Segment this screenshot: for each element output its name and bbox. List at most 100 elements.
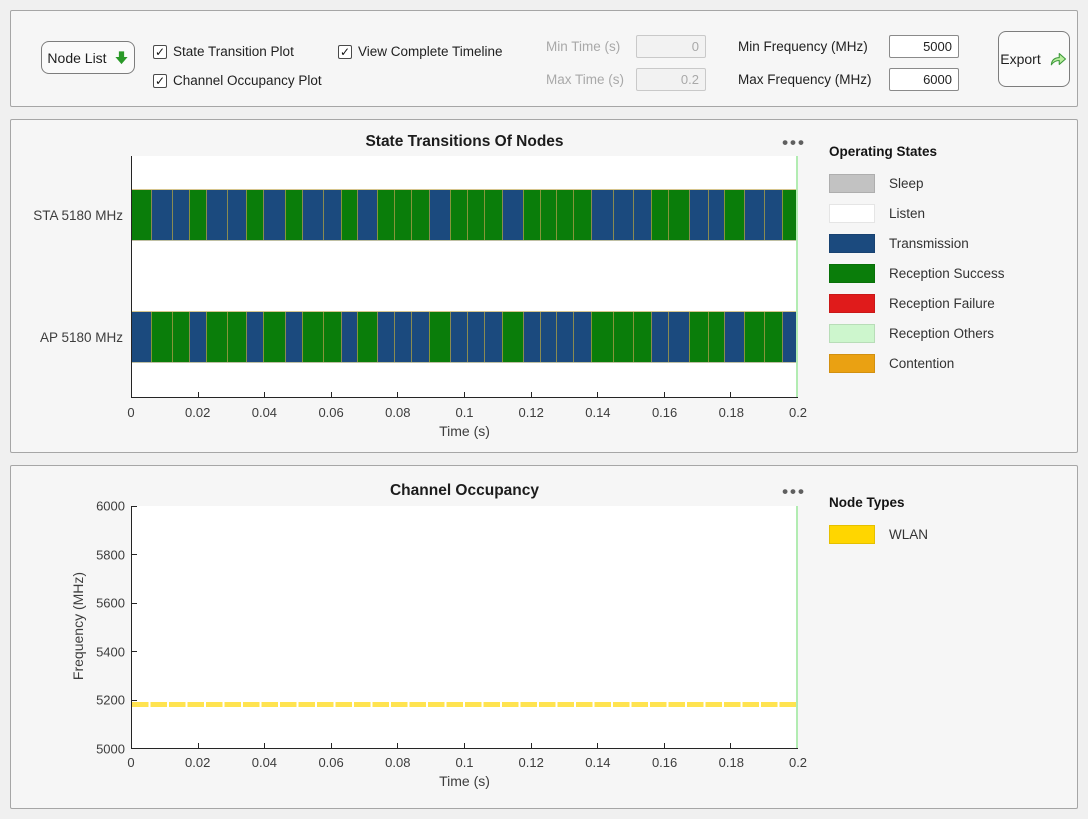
state-segment-tx [668,312,689,362]
checkbox-view-complete-timeline[interactable]: ✓ View Complete Timeline [338,44,503,59]
checkbox-label: Channel Occupancy Plot [173,73,322,88]
x-tick-mark [331,743,332,748]
state-segment-rx [651,190,668,240]
max-time-input[interactable] [636,68,706,91]
legend-title: Node Types [829,495,928,510]
state-segment-tx [323,190,341,240]
legend-swatch [829,204,875,223]
state-segment-rx [394,190,411,240]
state-chart-title: State Transitions Of Nodes [131,133,798,151]
state-segment-tx [708,190,724,240]
state-segment-tx [556,312,573,362]
state-segment-tx [357,190,377,240]
state-segment-tx [172,190,190,240]
checkbox-label: View Complete Timeline [358,44,503,59]
state-segment-rx [323,312,341,362]
state-chart-menu-button[interactable]: ••• [777,136,811,150]
occupancy-chart-menu-button[interactable]: ••• [777,485,811,499]
node-list-button[interactable]: Node List [41,41,135,74]
state-segment-tx [689,190,708,240]
legend-item: Reception Failure [829,288,1005,318]
state-segment-tx [540,312,556,362]
x-tick-mark [531,392,532,397]
legend-label: Sleep [889,176,924,191]
legend-item: Listen [829,198,1005,228]
x-tick-label: 0.14 [585,405,610,420]
y-tick-label: 5600 [96,596,125,611]
y-tick-label: 5400 [96,644,125,659]
x-tick-label: 0.02 [185,405,210,420]
legend-item: Contention [829,348,1005,378]
y-tick-mark [132,651,137,652]
checkbox-check-icon: ✓ [153,74,167,88]
x-tick-label: 0.2 [789,755,807,770]
y-tick-mark [132,554,137,555]
x-tick-mark [464,743,465,748]
state-plot-area [131,156,798,398]
x-axis-tick-labels: 00.020.040.060.080.10.120.140.160.180.2 [131,405,798,421]
x-tick-mark [264,743,265,748]
state-segment-rx [613,312,634,362]
state-segment-rx [689,312,708,362]
state-segment-tx [132,312,151,362]
state-segment-tx [764,190,782,240]
x-tick-mark [464,392,465,397]
legend-item: Sleep [829,168,1005,198]
state-segment-rx [285,190,303,240]
state-segment-rx [132,190,151,240]
export-button[interactable]: Export [998,31,1070,87]
y-tick-label: 5800 [96,547,125,562]
x-tick-label: 0.02 [185,755,210,770]
legend-label: Reception Success [889,266,1005,281]
max-time-label: Max Time (s) [546,72,624,87]
state-segment-tx [467,312,484,362]
state-segment-rx [302,312,323,362]
state-segment-tx [613,190,634,240]
x-tick-label: 0.1 [455,405,473,420]
legend-swatch [829,354,875,373]
legend-label: WLAN [889,527,928,542]
state-segment-tx [450,312,467,362]
legend-items: Sleep Listen Transmission Reception Success… [829,168,1005,378]
operating-states-legend: Operating States SleepListenTransmission… [829,144,1005,378]
state-segment-rx [357,312,377,362]
state-segment-tx [573,312,591,362]
state-segment-rx [450,190,467,240]
y-tick-label: 5200 [96,693,125,708]
min-time-input[interactable] [636,35,706,58]
state-segment-rx [744,312,764,362]
checkbox-channel-occupancy-plot[interactable]: ✓ Channel Occupancy Plot [153,73,322,88]
max-frequency-input[interactable] [889,68,959,91]
legend-swatch [829,525,875,544]
state-segment-rx [341,190,357,240]
state-segment-rx [633,312,651,362]
legend-swatch [829,324,875,343]
x-tick-label: 0.16 [652,755,677,770]
x-tick-mark [597,392,598,397]
state-transitions-panel: State Transitions Of Nodes ••• STA 5180 … [10,119,1078,453]
state-segment-rx [668,190,689,240]
checkbox-state-transition-plot[interactable]: ✓ State Transition Plot [153,44,294,59]
state-segment-rx [411,190,429,240]
state-segment-rx [189,190,206,240]
state-segment-tx [377,312,394,362]
state-bar-sta [132,189,798,241]
x-tick-label: 0.06 [318,755,343,770]
x-tick-mark [730,743,731,748]
state-segment-tx [302,190,323,240]
state-segment-rx [377,190,394,240]
x-tick-mark [397,392,398,397]
state-segment-tx [341,312,357,362]
state-segment-tx [591,190,613,240]
toolbar-panel: Node List ✓ State Transition Plot ✓ Chan… [10,10,1078,107]
x-tick-label: 0.04 [252,755,277,770]
state-segment-rx [540,190,556,240]
export-label: Export [1000,51,1040,67]
legend-label: Transmission [889,236,969,251]
checkbox-label: State Transition Plot [173,44,294,59]
state-segment-rx [764,312,782,362]
min-frequency-input[interactable] [889,35,959,58]
state-segment-rx [263,312,285,362]
state-segment-rx [484,190,502,240]
legend-swatch [829,234,875,253]
